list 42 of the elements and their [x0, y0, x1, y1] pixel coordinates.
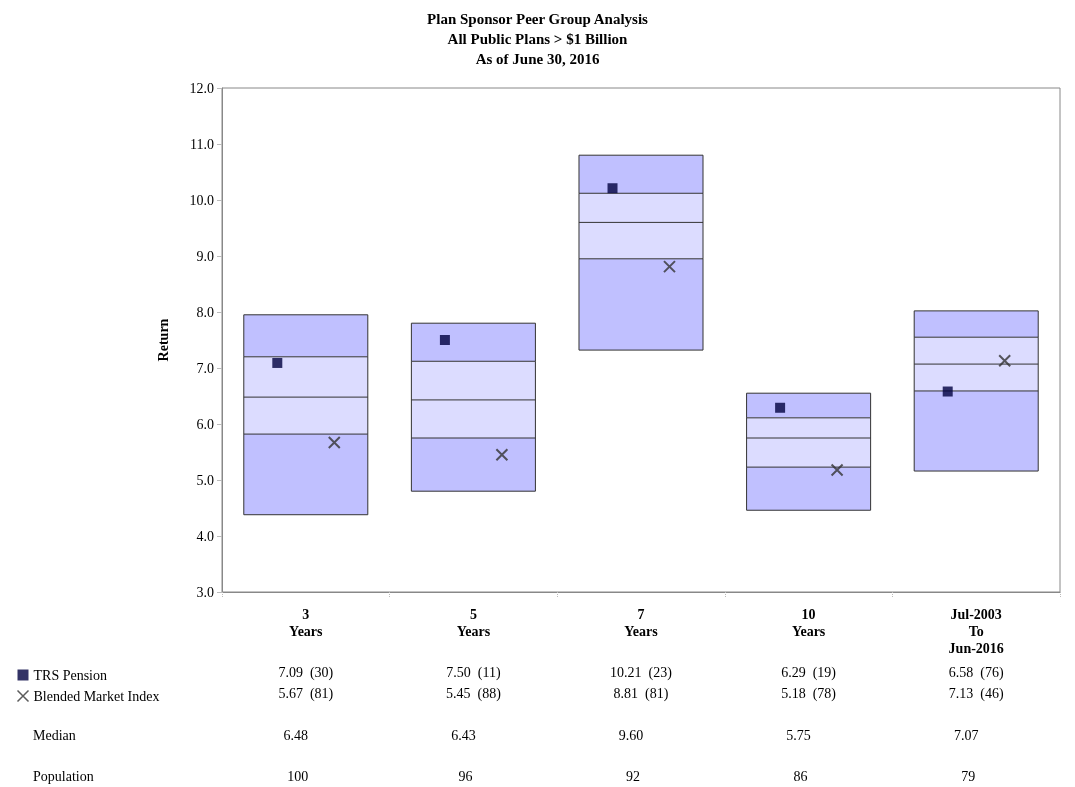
y-tick-label: 7.0 [196, 360, 214, 376]
y-tick-label: 9.0 [196, 248, 214, 264]
text: 96 [458, 768, 473, 784]
x-tick-label: 3 Years [289, 607, 324, 639]
data-label: 5.67 (81) [278, 685, 334, 702]
y-tick-label: 8.0 [196, 304, 214, 320]
data-label: 8.81 (81) [613, 685, 669, 702]
data-label: 5.45 (88) [445, 685, 502, 702]
chart-title: Plan Sponsor Peer Group Analysis [427, 11, 649, 27]
y-tick-label: 4.0 [196, 528, 214, 544]
x-tick-label: 10 Years [791, 607, 826, 639]
y-tick-label: 5.0 [196, 472, 214, 488]
text: 6.48 [283, 727, 309, 743]
data-label: 7.50 (11) [446, 664, 501, 681]
text: 6.43 [451, 727, 476, 743]
text: 92 [626, 768, 640, 784]
text: 7.07 [953, 727, 979, 743]
x-tick-label: 5 Years [456, 607, 491, 639]
text: Median [33, 727, 76, 743]
text: Population [33, 768, 94, 784]
legend-label: TRS Pension [33, 667, 108, 683]
x-tick-label: 7 Years [624, 607, 659, 639]
data-label: 5.18 (78) [781, 685, 837, 702]
data-label: 7.13 (46) [948, 685, 1004, 702]
text: 5.75 [786, 727, 811, 743]
text: 79 [961, 768, 976, 784]
y-tick-label: 11.0 [190, 136, 214, 152]
y-axis-title: Return [155, 318, 171, 362]
text: 86 [793, 768, 808, 784]
y-tick-label: 6.0 [196, 416, 214, 432]
text: 9.60 [618, 727, 644, 743]
x-tick-label: Jul-2003 To Jun-2016 [948, 607, 1004, 656]
legend-label: Blended Market Index [33, 688, 160, 704]
y-tick-label: 10.0 [189, 192, 214, 208]
data-label: 7.09 (30) [278, 664, 334, 681]
data-label: 6.58 (76) [948, 664, 1004, 681]
data-label: 10.21 (23) [610, 664, 673, 681]
y-tick-label: 12.0 [189, 80, 214, 96]
chart-subtitle: All Public Plans > $1 Billion As of June 30, 2016 [447, 31, 629, 67]
text: 100 [287, 768, 309, 784]
y-tick-label: 3.0 [196, 584, 214, 600]
data-label: 6.29 (19) [781, 664, 837, 681]
